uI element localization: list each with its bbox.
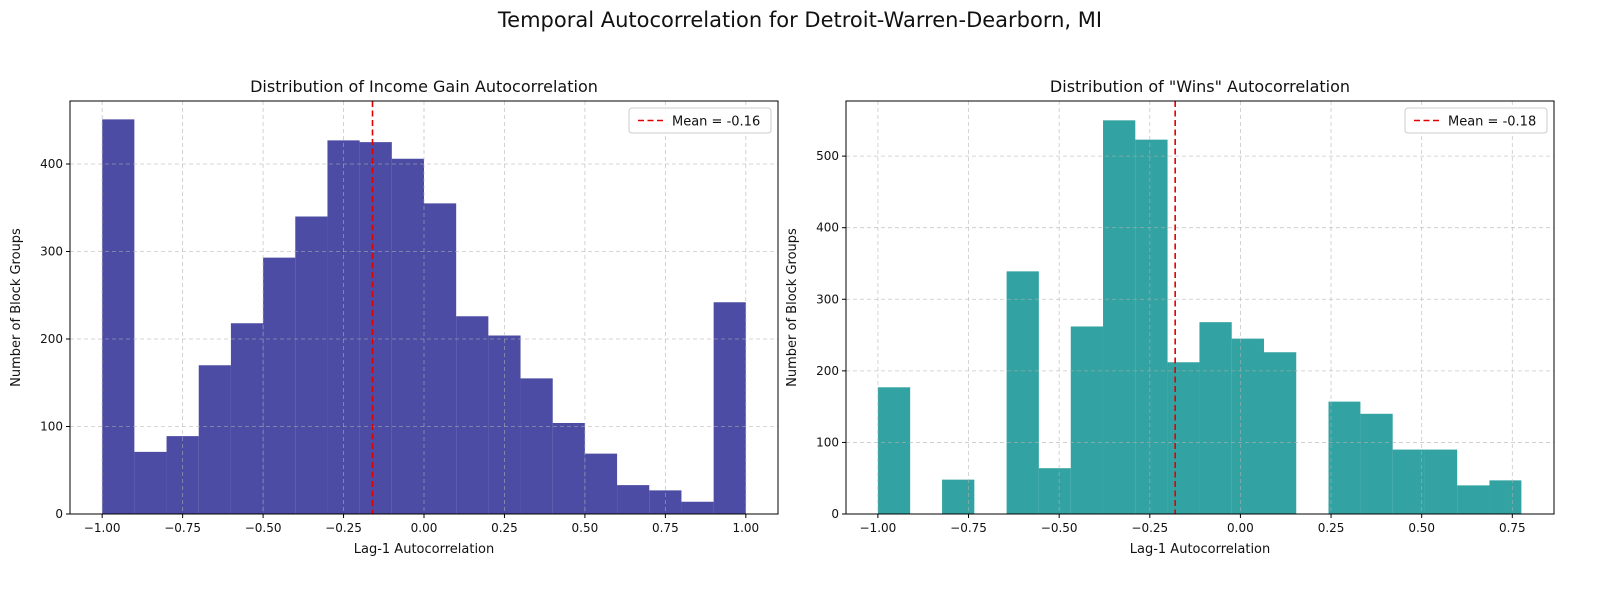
panel1-histogram-bar xyxy=(584,453,618,514)
panel1-title: Distribution of Income Gain Autocorrelat… xyxy=(250,77,598,96)
panel2-histogram-bar xyxy=(1263,352,1297,514)
panel1-x-tick-label: −0.50 xyxy=(245,521,282,535)
panel2-histogram-bar xyxy=(1038,468,1071,514)
panel1-x-tick-label: 0.25 xyxy=(491,521,518,535)
panel2-title: Distribution of "Wins" Autocorrelation xyxy=(1050,77,1350,96)
figure-title: Temporal Autocorrelation for Detroit-War… xyxy=(497,8,1103,32)
panel1-histogram-bar xyxy=(102,119,135,514)
panel2-histogram-bar xyxy=(1424,449,1458,514)
panel2-x-tick-label: −0.50 xyxy=(1041,521,1078,535)
panel1-x-tick-label: 0.50 xyxy=(572,521,599,535)
panel2-histogram-bar xyxy=(1231,338,1264,514)
panel2-x-tick-label: 0.25 xyxy=(1318,521,1345,535)
panel2-x-tick-label: 0.75 xyxy=(1499,521,1526,535)
panel1-histogram-bar xyxy=(295,216,328,514)
panel1-x-tick-label: 1.00 xyxy=(732,521,759,535)
panel2-y-tick-label: 0 xyxy=(831,507,839,521)
panel1-x-tick-label: −1.00 xyxy=(84,521,121,535)
panel1-x-tick-label: 0.75 xyxy=(652,521,679,535)
panel2-y-tick-label: 500 xyxy=(816,149,839,163)
panel1-histogram-bar xyxy=(391,158,424,514)
panel1-histogram-bar xyxy=(552,423,585,514)
panel2-histogram-bar xyxy=(942,479,975,514)
panel1-x-axis-label: Lag-1 Autocorrelation xyxy=(354,542,495,557)
panel1-histogram-bar xyxy=(520,378,553,514)
panel2-x-tick-label: −1.00 xyxy=(860,521,897,535)
panel1-histogram-bar xyxy=(230,323,264,514)
panel1-histogram-bar xyxy=(713,302,746,514)
panel1-x-tick-label: −0.75 xyxy=(164,521,201,535)
panel1-histogram-bar xyxy=(681,501,714,514)
panel1-y-tick-label: 200 xyxy=(40,332,63,346)
panel2-y-tick-label: 200 xyxy=(816,364,839,378)
panel2-x-tick-label: −0.25 xyxy=(1131,521,1168,535)
panel1-histogram-bar xyxy=(456,316,489,514)
panel2-x-tick-label: 0.50 xyxy=(1408,521,1435,535)
panel2-histogram-bar xyxy=(1135,139,1168,514)
panel1-y-tick-label: 100 xyxy=(40,420,63,434)
panel2-histogram-bar xyxy=(1489,480,1522,514)
panel2-histogram-bar xyxy=(1070,326,1104,514)
panel2-histogram-bar xyxy=(1457,485,1490,514)
panel1-histogram-bar xyxy=(617,485,650,514)
panel2-x-tick-label: −0.75 xyxy=(950,521,987,535)
panel1-histogram-bar xyxy=(198,365,231,514)
panel1-x-tick-label: −0.25 xyxy=(325,521,362,535)
panel1-legend-label: Mean = -0.16 xyxy=(672,115,760,130)
panel1-y-axis-label: Number of Block Groups xyxy=(9,228,24,387)
panel2-histogram-bar xyxy=(877,387,911,514)
panel1-histogram-bar xyxy=(263,257,296,514)
panel1-histogram-bar xyxy=(359,142,392,514)
panel2-histogram-bar xyxy=(1392,449,1425,514)
panel2-x-tick-label: 0.00 xyxy=(1227,521,1254,535)
panel2-histogram-bar xyxy=(1006,271,1039,514)
panel2-histogram-bar xyxy=(1103,120,1136,515)
panel1-histogram-bar xyxy=(134,451,167,514)
panel2-legend-label: Mean = -0.18 xyxy=(1448,115,1536,130)
panel2-x-axis-label: Lag-1 Autocorrelation xyxy=(1130,542,1271,557)
panel2-legend-box xyxy=(1404,107,1548,134)
panel2-y-tick-label: 400 xyxy=(816,221,839,235)
panel2-histogram-bar xyxy=(1199,322,1232,514)
panel2-y-axis-label: Number of Block Groups xyxy=(785,228,800,387)
panel1-y-tick-label: 400 xyxy=(40,157,63,171)
panel2-histogram-bar xyxy=(1328,401,1361,514)
panel1-histogram-bar xyxy=(424,203,457,514)
panel1-y-tick-label: 300 xyxy=(40,245,63,259)
panel1-legend-box xyxy=(628,107,772,134)
panel2-y-tick-label: 300 xyxy=(816,292,839,306)
panel2-axes-frame xyxy=(845,100,1555,515)
panel1-y-tick-label: 0 xyxy=(55,507,63,521)
panel2-histogram-bar xyxy=(1360,413,1393,514)
panel2-y-tick-label: 100 xyxy=(816,435,839,449)
panel2-histogram-bar xyxy=(1167,362,1200,514)
panel1-x-tick-label: 0.00 xyxy=(411,521,438,535)
